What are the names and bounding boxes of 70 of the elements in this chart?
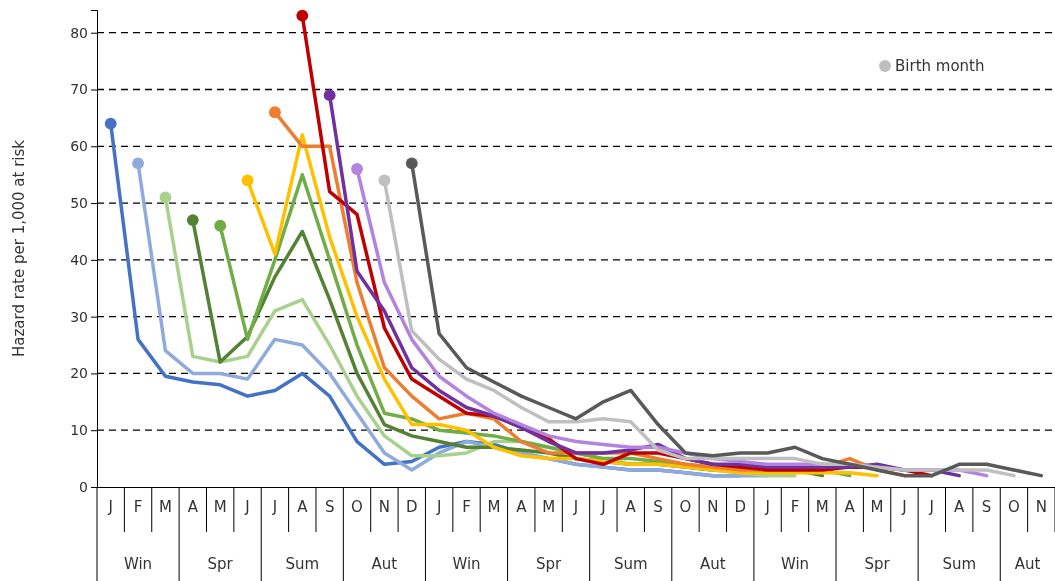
y-tick-label: 70 [70, 81, 88, 98]
text: Sum [285, 555, 320, 573]
x-tick-label: M [542, 497, 556, 516]
x-tick-label: F [462, 497, 471, 516]
text: Win [123, 555, 153, 573]
x-tick-label: M [870, 497, 884, 516]
x-tick-label: J [107, 497, 113, 516]
x-tick-label: J [435, 497, 442, 516]
text: Win [452, 555, 481, 573]
x-tick-label: J [901, 497, 907, 516]
text: Sum [613, 555, 648, 573]
x-tick-label: N [378, 497, 391, 516]
point [351, 163, 363, 175]
point [296, 9, 309, 22]
x-tick-label: F [790, 497, 800, 516]
x-tick-label: M [213, 497, 227, 516]
text: Aut [371, 555, 398, 573]
x-tick-label: D [405, 497, 418, 516]
x-tick-label: J [572, 497, 579, 516]
text: Aut [1014, 555, 1041, 573]
x-tick-label: J [600, 497, 606, 516]
x-tick-label: J [764, 497, 770, 516]
text: Spr [536, 555, 563, 573]
x-tick-label: J [271, 497, 278, 516]
x-tick-label: O [351, 497, 363, 516]
x-tick-label: N [1035, 497, 1047, 516]
x-tick-label: A [297, 497, 309, 516]
text: Spr [864, 555, 891, 573]
x-tick-label: A [516, 497, 528, 516]
x-tick-label: M [158, 497, 172, 516]
point [132, 157, 144, 170]
text: Sum [942, 555, 977, 573]
x-tick-label: S [653, 497, 663, 516]
point [241, 174, 254, 187]
x-tick-label: F [133, 497, 143, 516]
y-tick-label: 80 [70, 24, 88, 41]
y-axis-title: Hazard rate per 1,000 at risk [10, 139, 28, 358]
text: Spr [207, 555, 234, 573]
x-tick-label: S [981, 497, 992, 516]
y-tick-label: 60 [70, 138, 88, 155]
x-tick-label: A [187, 497, 199, 516]
point [378, 174, 391, 187]
x-tick-label: J [244, 497, 250, 516]
legend-label: Birth month [895, 57, 985, 75]
y-tick-label: 0 [79, 478, 88, 495]
x-tick-label: S [324, 497, 335, 516]
point [405, 157, 418, 170]
y-tick-label: 30 [70, 308, 88, 325]
point [214, 219, 227, 232]
x-tick-label: N [707, 497, 719, 516]
point [269, 106, 281, 119]
point [159, 191, 172, 204]
y-tick-label: 50 [70, 195, 88, 212]
x-tick-label: A [844, 497, 856, 516]
x-tick-label: D [734, 497, 747, 516]
text: Aut [700, 555, 726, 573]
x-tick-label: A [625, 497, 637, 516]
x-tick-label: M [815, 497, 829, 516]
point [323, 89, 336, 102]
text: Win [780, 555, 810, 573]
point [186, 214, 199, 227]
x-tick-label: J [928, 497, 935, 516]
x-tick-label: M [487, 497, 501, 516]
y-tick-label: 20 [70, 365, 88, 382]
x-tick-label: A [954, 497, 966, 516]
y-tick-label: 40 [70, 251, 88, 268]
y-tick-label: 10 [70, 422, 88, 439]
point [104, 117, 117, 130]
x-tick-label: O [679, 497, 692, 516]
x-tick-label: O [1008, 497, 1020, 516]
